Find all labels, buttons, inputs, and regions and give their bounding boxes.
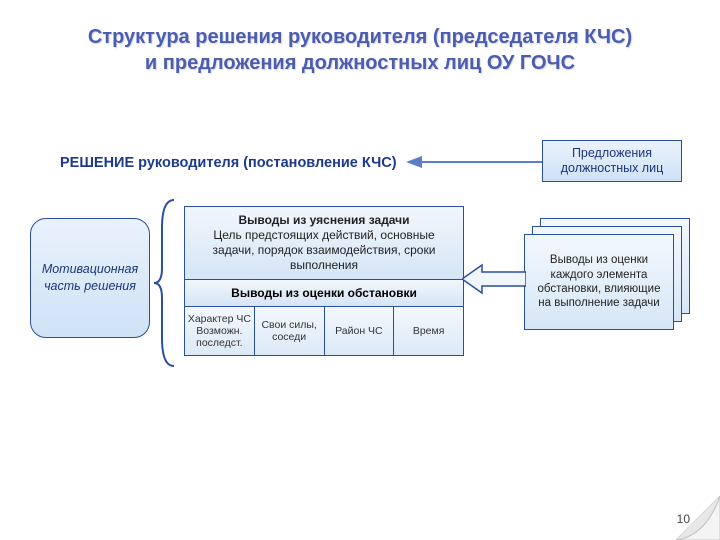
arrow-proposals-to-decision	[406, 152, 542, 172]
task-clarification-box: Выводы из уяснения задачи Цель предстоящ…	[184, 206, 464, 280]
cell-time: Время	[394, 307, 463, 355]
task-clarification-heading: Выводы из уяснения задачи	[193, 213, 455, 228]
motivation-box: Мотивационная часть решения	[30, 218, 150, 338]
decision-heading: РЕШЕНИЕ руководителя (постановление КЧС)	[60, 155, 397, 171]
conclusions-group: Выводы из уяснения задачи Цель предстоящ…	[184, 206, 464, 356]
element-assessment-stack: Выводы из оценки каждого элемента обстан…	[524, 218, 684, 328]
page-curl-icon	[676, 496, 720, 540]
stack-layer-front: Выводы из оценки каждого элемента обстан…	[524, 234, 674, 330]
situation-assessment-heading: Выводы из оценки обстановки	[184, 280, 464, 307]
title-line1: Структура решения руководителя (председа…	[88, 26, 632, 48]
slide-title: Структура решения руководителя (председа…	[0, 0, 720, 76]
proposals-box: Предложения должностных лиц	[542, 140, 682, 182]
cell-emergency-nature: Характер ЧС Возможн. последст.	[185, 307, 255, 355]
brace-icon	[152, 198, 178, 368]
task-clarification-body: Цель предстоящих действий, основные зада…	[193, 228, 455, 273]
title-line2: и предложения должностных лиц ОУ ГОЧС	[145, 52, 575, 74]
cell-area: Район ЧС	[325, 307, 395, 355]
arrow-stack-to-mid	[462, 262, 526, 296]
situation-assessment-row: Характер ЧС Возможн. последст. Свои силы…	[184, 307, 464, 356]
cell-own-forces: Свои силы, соседи	[255, 307, 325, 355]
